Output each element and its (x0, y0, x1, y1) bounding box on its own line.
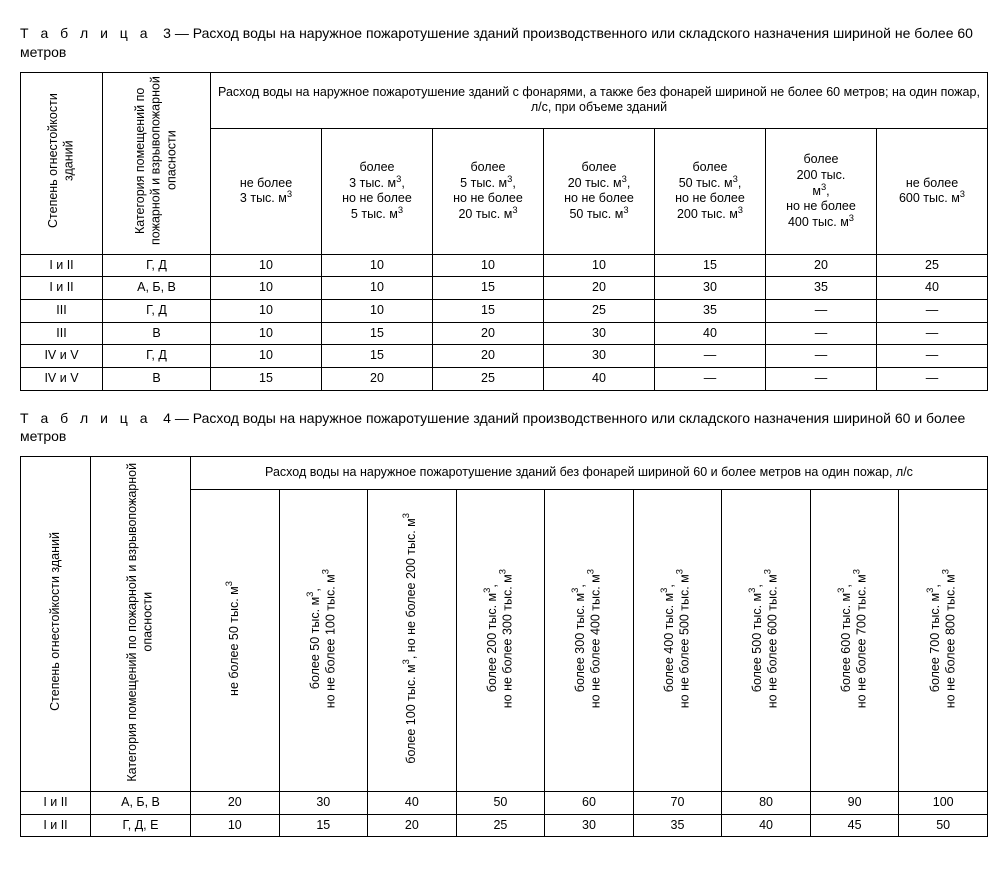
t4-col-2: более 50 тыс. м3,но не более 100 тыс. м3 (279, 489, 368, 791)
table3-title-num: 3 (163, 25, 171, 41)
t4-h-category: Категория помещений по пожарной и взрыво… (91, 457, 191, 792)
table4-title-rest: — Расход воды на наружное пожаротушение … (20, 410, 965, 445)
t4-h-span: Расход воды на наружное пожаротушение зд… (191, 457, 988, 490)
t3-col-7: не более600 тыс. м3 (877, 129, 988, 255)
table4-title-word: Т а б л и ц а (20, 410, 152, 426)
t4-col-5: более 300 тыс. м3,но не более 400 тыс. м… (545, 489, 634, 791)
t4-col-1: не более 50 тыс. м3 (191, 489, 280, 791)
table3-title: Т а б л и ц а 3 — Расход воды на наружно… (20, 24, 988, 62)
table-row: III В 10 15 20 30 40 — — (21, 322, 988, 345)
table-row: III Г, Д 10 10 15 25 35 — — (21, 300, 988, 323)
table-row: I и II Г, Д, Е 10 15 20 25 30 35 40 45 5… (21, 814, 988, 837)
table-row: I и II А, Б, В 10 10 15 20 30 35 40 (21, 277, 988, 300)
table4-title: Т а б л и ц а 4 — Расход воды на наружно… (20, 409, 988, 447)
table-row: I и II А, Б, В 20 30 40 50 60 70 80 90 1… (21, 791, 988, 814)
table3: Степень огнестойкости зданий Категория п… (20, 72, 988, 391)
table-row: IV и V Г, Д 10 15 20 30 — — — (21, 345, 988, 368)
table-row: I и II Г, Д 10 10 10 10 15 20 25 (21, 254, 988, 277)
t4-col-3: более 100 тыс. м3, но не более 200 тыс. … (368, 489, 457, 791)
t3-col-5: более50 тыс. м3,но не более200 тыс. м3 (655, 129, 766, 255)
t3-col-4: более20 тыс. м3,но не более50 тыс. м3 (544, 129, 655, 255)
t3-body: I и II Г, Д 10 10 10 10 15 20 25 I и II … (21, 254, 988, 390)
t3-col-2: более3 тыс. м3,но не более5 тыс. м3 (322, 129, 433, 255)
t4-col-4: более 200 тыс. м3,но не более 300 тыс. м… (456, 489, 545, 791)
t4-col-6: более 400 тыс. м3,но не более 500 тыс. м… (633, 489, 722, 791)
t4-body: I и II А, Б, В 20 30 40 50 60 70 80 90 1… (21, 791, 988, 836)
t3-h-category: Категория помещений по пожарной и взрыво… (103, 72, 211, 254)
t3-col-6: более200 тыс.м3,но не более400 тыс. м3 (766, 129, 877, 255)
t4-col-8: более 600 тыс. м3,но не более 700 тыс. м… (810, 489, 899, 791)
table-row: IV и V В 15 20 25 40 — — — (21, 367, 988, 390)
t3-col-1: не более3 тыс. м3 (211, 129, 322, 255)
t4-h-fire-resistance: Степень огнестойкости зданий (21, 457, 91, 792)
table3-title-word: Т а б л и ц а (20, 25, 152, 41)
t3-h-span: Расход воды на наружное пожаротушение зд… (211, 72, 988, 128)
table4-title-num: 4 (163, 410, 171, 426)
t3-h-fire-resistance: Степень огнестойкости зданий (21, 72, 103, 254)
t3-col-3: более5 тыс. м3,но не более20 тыс. м3 (433, 129, 544, 255)
t4-col-9: более 700 тыс. м3,но не более 800 тыс. м… (899, 489, 988, 791)
t4-col-7: более 500 тыс. м3,но не более 600 тыс. м… (722, 489, 811, 791)
table4: Степень огнестойкости зданий Категория п… (20, 456, 988, 837)
